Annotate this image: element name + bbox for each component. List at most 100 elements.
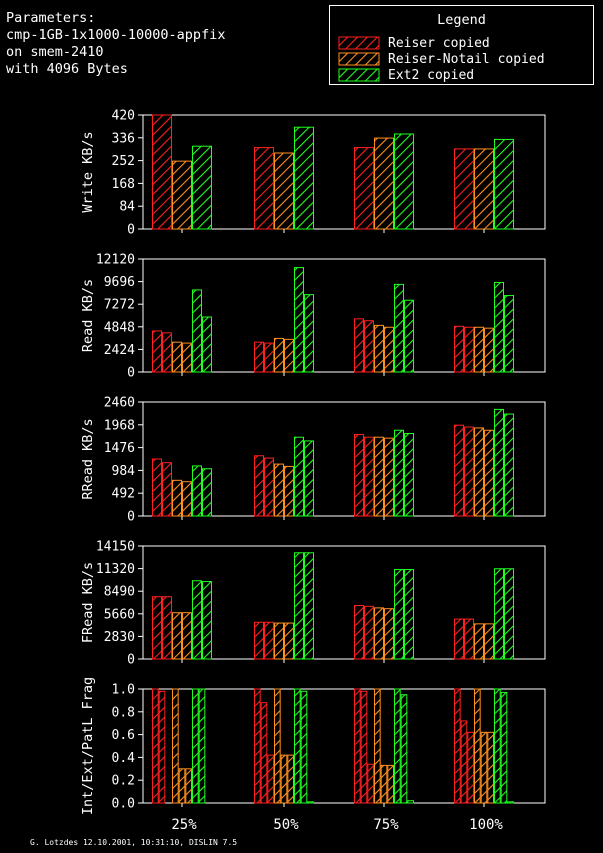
bar xyxy=(474,427,484,517)
y-tick-label: 4848 xyxy=(104,320,135,335)
bar xyxy=(374,436,384,517)
y-axis-label: RRead KB/s xyxy=(80,418,96,499)
param-line: with 4096 Bytes xyxy=(6,61,128,77)
bar xyxy=(380,764,388,804)
y-tick-label: 0 xyxy=(127,366,135,381)
bar xyxy=(294,688,301,804)
bar xyxy=(267,754,275,804)
bar xyxy=(454,618,464,660)
bar xyxy=(474,623,484,660)
bar xyxy=(494,281,504,373)
legend-entry-reiser-notail: Reiser-Notail copied xyxy=(338,51,545,67)
x-tick-label: 75% xyxy=(373,817,399,833)
bar xyxy=(394,688,401,804)
y-tick-label: 2460 xyxy=(104,396,135,411)
plot-frame xyxy=(142,401,546,517)
bar xyxy=(294,267,304,373)
legend-title: Legend xyxy=(437,12,486,28)
plot-frame xyxy=(142,114,546,230)
bar xyxy=(254,688,261,804)
bar xyxy=(384,608,394,660)
y-tick-label: 5660 xyxy=(104,607,135,622)
legend-swatch-icon xyxy=(338,36,380,50)
bar xyxy=(354,433,364,517)
bar xyxy=(254,341,264,373)
bar xyxy=(152,114,172,230)
y-tick-label: 8490 xyxy=(104,585,135,600)
bar xyxy=(300,690,308,804)
bar xyxy=(484,327,494,373)
bar xyxy=(274,463,284,517)
bar xyxy=(507,801,515,804)
bar xyxy=(384,326,394,373)
bar xyxy=(384,437,394,517)
bar xyxy=(172,160,192,230)
bar xyxy=(304,552,314,660)
bar xyxy=(364,605,374,660)
bar xyxy=(192,289,202,373)
bar xyxy=(254,621,264,660)
bar xyxy=(474,326,484,373)
y-tick-label: 2830 xyxy=(104,630,135,645)
bar xyxy=(407,800,415,804)
y-tick-label: 336 xyxy=(112,131,135,146)
bar xyxy=(484,623,494,660)
bar xyxy=(202,468,212,517)
bar xyxy=(494,568,504,660)
bar xyxy=(304,440,314,517)
bar xyxy=(484,429,494,517)
y-tick-label: 0 xyxy=(127,223,135,238)
bar xyxy=(152,330,162,373)
bar xyxy=(464,326,474,373)
bar xyxy=(172,612,182,660)
bar xyxy=(192,145,212,230)
y-tick-label: 984 xyxy=(112,464,136,479)
bar xyxy=(280,754,288,804)
legend-box: Legend Reiser copied Reiser-Notail copie… xyxy=(329,5,594,85)
bar xyxy=(152,596,162,660)
legend-label: Reiser copied xyxy=(388,35,490,51)
y-tick-label: 0.4 xyxy=(112,751,136,766)
bar xyxy=(494,138,514,230)
legend-label: Reiser-Notail copied xyxy=(388,51,545,67)
bar xyxy=(198,688,206,804)
bar xyxy=(264,457,274,517)
bar xyxy=(178,768,186,804)
bar xyxy=(374,688,381,804)
bar xyxy=(284,465,294,517)
bar xyxy=(182,342,192,373)
y-tick-label: 0.8 xyxy=(112,705,135,720)
bar xyxy=(454,325,464,373)
bar xyxy=(394,283,404,373)
bar xyxy=(284,338,294,373)
y-tick-label: 1476 xyxy=(104,441,135,456)
bar xyxy=(307,801,315,804)
bar xyxy=(172,341,182,373)
parameters-block: Parameters: cmp-1GB-1x1000-10000-appfix on… xyxy=(6,10,225,78)
y-tick-label: 1.0 xyxy=(112,683,135,698)
bar xyxy=(360,690,368,804)
bar xyxy=(162,332,172,373)
y-tick-label: 11320 xyxy=(96,562,135,577)
bar xyxy=(172,688,179,804)
bar xyxy=(404,299,414,373)
bar xyxy=(374,324,384,373)
x-tick-label: 25% xyxy=(171,817,197,833)
bar xyxy=(192,465,202,517)
y-tick-label: 7272 xyxy=(104,298,135,313)
bar xyxy=(274,622,284,660)
bar xyxy=(304,294,314,373)
bar xyxy=(474,148,494,230)
bar xyxy=(152,458,162,517)
plot-frame xyxy=(142,545,546,660)
bar xyxy=(387,764,395,804)
y-axis-label: Read KB/s xyxy=(80,279,96,352)
bar xyxy=(487,731,495,804)
y-tick-label: 492 xyxy=(112,487,135,502)
plot-frame xyxy=(142,258,546,373)
bar xyxy=(192,688,199,804)
bar xyxy=(364,320,374,373)
